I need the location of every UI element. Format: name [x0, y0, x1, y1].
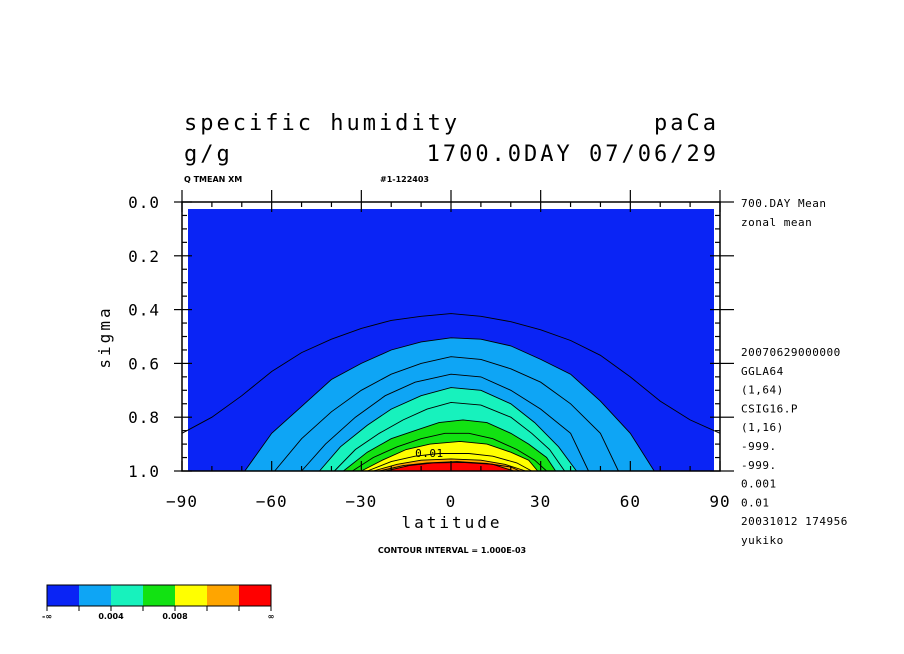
contour-line-5 — [343, 419, 556, 472]
side-info-line: -999. — [741, 459, 777, 472]
color-bar-swatch — [47, 585, 79, 606]
color-bar-swatch — [207, 585, 239, 606]
unit-label: g/g — [184, 142, 233, 167]
contour-interval-label: CONTOUR INTERVAL = 1.000E-03 — [378, 546, 526, 555]
color-bar-swatch — [175, 585, 207, 606]
x-tick-label: −90 — [166, 492, 198, 511]
contour-line-2 — [301, 373, 589, 472]
axis-ticks — [174, 190, 734, 472]
side-info-line: (1,64) — [741, 384, 784, 397]
y-tick-label: 0.8 — [128, 408, 160, 427]
side-info-top-line: 700.DAY Mean — [741, 197, 826, 210]
color-bar-swatch — [111, 585, 143, 606]
datetime-label: 1700.0DAY 07/06/29 — [427, 142, 719, 167]
side-info-line: 0.001 — [741, 478, 777, 491]
contour-fill-11 — [385, 462, 514, 471]
contour-label: 0.01 — [415, 447, 444, 460]
contour-fills: 0.01 — [181, 209, 721, 472]
color-bar-swatch — [239, 585, 271, 606]
contour-line-4 — [334, 401, 565, 472]
side-info-line: 20070629000000 — [741, 346, 841, 359]
color-bar-label: -∞ — [42, 612, 52, 621]
y-axis-label: sigma — [95, 305, 114, 368]
y-tick-label: 0.2 — [128, 247, 160, 266]
x-tick-label: 60 — [620, 492, 641, 511]
x-tick-label: −60 — [256, 492, 288, 511]
side-info-line: yukiko — [741, 534, 784, 547]
y-tick-label: 1.0 — [128, 462, 160, 481]
contour-line-11 — [385, 461, 514, 472]
side-info-line: CSIG16.P — [741, 402, 798, 415]
contour-line-7 — [361, 440, 539, 472]
x-tick-labels: −90 −60 −30 0 30 60 90 — [166, 492, 730, 511]
side-info-top-line: zonal mean — [741, 216, 812, 229]
x-tick-label: 0 — [446, 492, 457, 511]
x-tick-label: 90 — [709, 492, 730, 511]
side-info-line: (1,16) — [741, 421, 784, 434]
x-tick-label: 30 — [530, 492, 551, 511]
contour-line-8 — [367, 453, 532, 472]
side-info-line: -999. — [741, 440, 777, 453]
x-tick-label: −30 — [345, 492, 377, 511]
color-bar-label: 0.008 — [162, 612, 188, 621]
variable-label: Q TMEAN XM — [184, 175, 242, 184]
y-tick-label: 0.6 — [128, 354, 160, 373]
side-info-line: 0.01 — [741, 496, 770, 509]
side-info-line: 20031012 174956 — [741, 515, 848, 528]
x-axis-label: latitude — [401, 513, 502, 532]
chart-title: specific humidity — [184, 111, 460, 136]
outer-contour-line — [181, 313, 721, 434]
y-tick-labels: 0.0 0.2 0.4 0.6 0.8 1.0 — [128, 193, 160, 481]
contour-line-1 — [274, 356, 619, 472]
contour-line-6 — [352, 432, 547, 472]
side-info-line: GGLA64 — [741, 365, 784, 378]
color-bar: -∞ 0.004 0.008 ∞ — [42, 584, 275, 621]
color-bar-label: 0.004 — [98, 612, 124, 621]
color-bar-label: ∞ — [268, 612, 275, 621]
y-tick-label: 0.0 — [128, 193, 160, 212]
color-bar-border — [46, 584, 272, 607]
contour-line-3 — [319, 387, 577, 472]
color-bar-swatch — [79, 585, 111, 606]
contour-line-0 — [244, 337, 655, 472]
id-label: #1-122403 — [380, 175, 429, 184]
contour-line-9 — [373, 458, 526, 472]
color-bar-swatch — [143, 585, 175, 606]
side-info: 700.DAY Mean zonal mean 20070629000000 GGLA… — [741, 197, 848, 547]
y-tick-label: 0.4 — [128, 301, 160, 320]
run-label: paCa — [654, 111, 719, 136]
